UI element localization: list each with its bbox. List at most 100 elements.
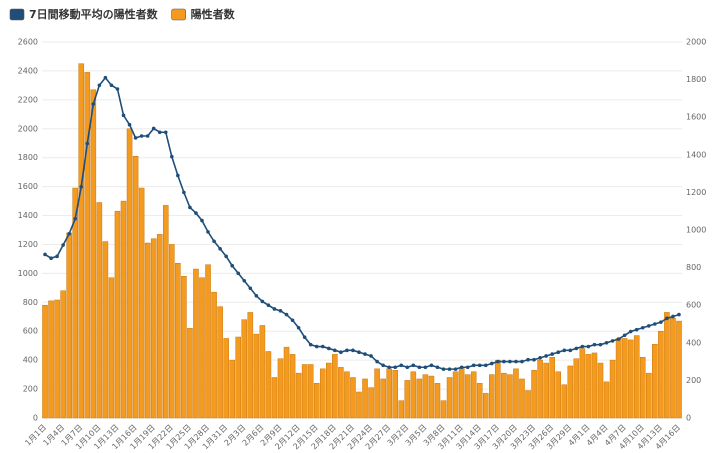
y2-tick-label: 1800 xyxy=(686,75,706,84)
legend-label: 7日間移動平均の陽性者数 xyxy=(29,7,159,21)
point xyxy=(278,309,283,313)
bar xyxy=(277,358,284,419)
point xyxy=(562,348,567,353)
bar xyxy=(307,364,314,419)
point xyxy=(508,359,512,364)
bar xyxy=(120,200,127,419)
bar xyxy=(555,371,562,419)
bar xyxy=(211,291,217,419)
y-tick-label: 1400 xyxy=(18,211,38,220)
bar xyxy=(362,378,368,419)
bar xyxy=(289,354,296,419)
bar xyxy=(247,312,254,419)
bar xyxy=(175,263,181,419)
point xyxy=(616,337,621,341)
point xyxy=(218,247,222,251)
bar xyxy=(332,354,338,419)
bar xyxy=(658,330,664,419)
bar xyxy=(416,378,423,419)
y-tick-label: 1600 xyxy=(18,182,38,191)
point xyxy=(103,75,108,80)
bar xyxy=(434,383,441,419)
point xyxy=(254,294,259,298)
point xyxy=(236,271,241,276)
point xyxy=(477,363,482,368)
bar xyxy=(646,372,652,419)
point xyxy=(163,130,168,135)
bar xyxy=(525,390,531,419)
point xyxy=(302,335,307,339)
point xyxy=(67,231,71,236)
point xyxy=(538,356,542,360)
bar xyxy=(428,375,435,419)
y-tick-label: 0 xyxy=(33,414,38,423)
point xyxy=(471,363,476,368)
point xyxy=(387,365,391,370)
bar xyxy=(181,276,187,419)
point xyxy=(520,359,524,364)
point xyxy=(115,87,120,91)
point xyxy=(671,314,675,319)
point xyxy=(85,141,90,146)
point xyxy=(369,354,373,358)
bar xyxy=(573,358,580,419)
point xyxy=(230,263,234,268)
point xyxy=(242,278,247,283)
point xyxy=(182,190,186,195)
bar xyxy=(633,335,640,419)
bar xyxy=(501,372,507,419)
point xyxy=(514,359,518,364)
bar xyxy=(138,187,145,419)
bar xyxy=(205,264,211,419)
point xyxy=(200,218,204,223)
line xyxy=(44,76,680,370)
bar xyxy=(295,372,302,419)
y-tick-label: 2600 xyxy=(18,38,38,47)
point xyxy=(121,113,126,118)
point xyxy=(109,83,114,88)
bar xyxy=(326,362,332,419)
bar xyxy=(344,371,350,419)
point xyxy=(447,367,452,371)
y2-tick-label: 200 xyxy=(686,376,701,385)
bar xyxy=(410,371,417,419)
point xyxy=(459,365,464,370)
bar xyxy=(652,343,658,419)
bar xyxy=(150,238,157,419)
y-tick-label: 800 xyxy=(23,298,38,307)
y2-tick-label: 1600 xyxy=(686,113,706,122)
bar xyxy=(446,377,453,419)
point xyxy=(592,342,597,347)
point xyxy=(465,365,470,370)
point xyxy=(574,346,579,351)
bar xyxy=(114,210,121,419)
bar xyxy=(108,277,115,419)
point xyxy=(139,134,144,138)
point xyxy=(224,254,228,259)
bar xyxy=(265,351,272,419)
point xyxy=(502,359,506,364)
bar xyxy=(549,357,555,419)
bar xyxy=(187,328,193,419)
point xyxy=(284,312,289,317)
point xyxy=(550,352,554,356)
bar xyxy=(585,354,592,419)
point xyxy=(127,122,132,127)
bar xyxy=(368,387,374,419)
point xyxy=(145,134,150,138)
bar xyxy=(591,352,598,419)
point xyxy=(272,307,277,311)
bar xyxy=(507,374,513,419)
y-tick-label: 400 xyxy=(23,356,38,365)
bar xyxy=(102,241,109,419)
point xyxy=(314,344,319,349)
point xyxy=(176,173,180,178)
point xyxy=(453,367,458,371)
bar xyxy=(621,338,628,419)
point xyxy=(206,230,210,234)
bar xyxy=(374,368,380,419)
point xyxy=(363,352,367,356)
bar xyxy=(579,348,586,419)
bar xyxy=(313,383,320,419)
bar xyxy=(380,378,386,419)
